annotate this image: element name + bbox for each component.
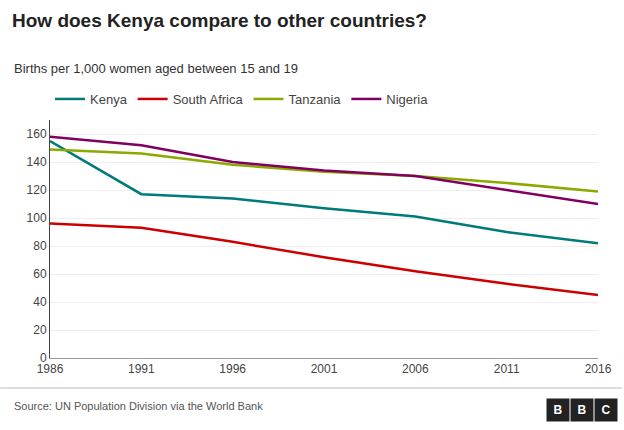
svg-text:100: 100 bbox=[27, 211, 47, 225]
svg-text:120: 120 bbox=[27, 183, 47, 197]
svg-text:2011: 2011 bbox=[494, 362, 520, 376]
svg-text:20: 20 bbox=[33, 323, 47, 337]
svg-text:1986: 1986 bbox=[37, 362, 64, 376]
svg-text:80: 80 bbox=[33, 239, 47, 253]
svg-text:2001: 2001 bbox=[311, 362, 338, 376]
svg-text:South Africa: South Africa bbox=[173, 92, 244, 107]
svg-text:2016: 2016 bbox=[585, 362, 612, 376]
svg-text:How does Kenya compare to othe: How does Kenya compare to other countrie… bbox=[12, 10, 427, 31]
svg-text:Births per 1,000 women aged be: Births per 1,000 women aged between 15 a… bbox=[14, 61, 298, 76]
svg-text:Kenya: Kenya bbox=[90, 92, 128, 107]
svg-text:60: 60 bbox=[33, 267, 47, 281]
svg-text:Source: UN Population Division: Source: UN Population Division via the W… bbox=[14, 400, 263, 412]
svg-text:40: 40 bbox=[33, 295, 47, 309]
svg-text:C: C bbox=[602, 403, 611, 417]
svg-text:1996: 1996 bbox=[219, 362, 246, 376]
svg-text:0: 0 bbox=[40, 351, 47, 365]
svg-text:160: 160 bbox=[27, 127, 47, 141]
svg-text:2006: 2006 bbox=[402, 362, 429, 376]
svg-text:1991: 1991 bbox=[128, 362, 155, 376]
svg-text:Tanzania: Tanzania bbox=[288, 92, 341, 107]
svg-text:B: B bbox=[578, 403, 587, 417]
svg-text:Nigeria: Nigeria bbox=[386, 92, 428, 107]
svg-text:140: 140 bbox=[27, 155, 47, 169]
svg-text:B: B bbox=[554, 403, 563, 417]
